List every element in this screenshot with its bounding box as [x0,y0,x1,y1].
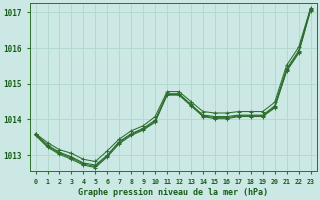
X-axis label: Graphe pression niveau de la mer (hPa): Graphe pression niveau de la mer (hPa) [78,188,268,197]
